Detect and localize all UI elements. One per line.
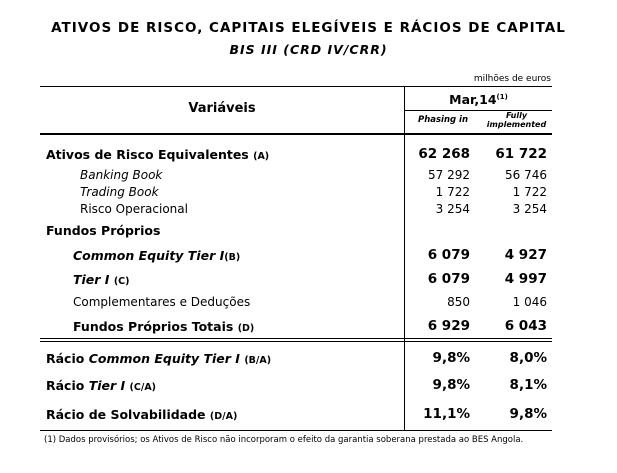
report-subtitle: BIS III (CRD IV/CRR) [229, 42, 388, 57]
rwa-label-text: Ativos de Risco Equivalentes [46, 147, 249, 162]
cet1-fully: 4 927 [504, 247, 547, 263]
banking-fully: 56 746 [505, 168, 547, 182]
ratio-tier1-phasing: 9,8% [432, 377, 470, 393]
unit-label: milhões de euros [473, 74, 551, 84]
ratio-tier1-prefix: Rácio [46, 378, 85, 393]
period-label: Mar,14 [449, 92, 497, 107]
tier1-label-text: Tier I [73, 272, 110, 287]
ratio-solv-fully: 9,8% [509, 406, 547, 422]
row-banking-label: Banking Book [80, 168, 163, 182]
header-divider [404, 86, 405, 134]
cet1-phasing: 6 079 [427, 247, 470, 263]
row-total-funds-label: Fundos Próprios Totais (D) [73, 319, 254, 334]
table-bottom-rule [40, 430, 552, 431]
col-fully-implemented: Fully implemented [481, 111, 552, 129]
table-top-rule [40, 86, 552, 87]
row-tier1-label: Tier I (C) [73, 272, 129, 287]
total-funds-fully: 6 043 [504, 318, 547, 334]
trading-fully: 1 722 [512, 185, 547, 199]
ratio-cet1-label-text: Common Equity Tier I [88, 351, 240, 366]
trading-phasing: 1 722 [435, 185, 470, 199]
ratio-solv-phasing: 11,1% [423, 406, 470, 422]
row-ratio-cet1-label: Rácio Common Equity Tier I (B/A) [46, 351, 271, 366]
col-fully-line1: Fully [505, 111, 528, 120]
cet1-label-text: Common Equity Tier I [73, 248, 225, 263]
tier1-fully: 4 997 [504, 271, 547, 287]
ratio-tier1-fully: 8,1% [509, 377, 547, 393]
row-trading-label: Trading Book [80, 185, 159, 199]
row-own-funds-header: Fundos Próprios [46, 223, 161, 238]
operational-fully: 3 254 [512, 202, 547, 216]
values-divider [404, 135, 405, 431]
ratios-separator-top [40, 338, 552, 339]
total-funds-phasing: 6 929 [427, 318, 470, 334]
complementary-phasing: 850 [447, 295, 470, 309]
complementary-fully: 1 046 [512, 295, 547, 309]
ratio-cet1-fully: 8,0% [509, 350, 547, 366]
ratio-solv-label-text: Rácio de Solvabilidade [46, 407, 206, 422]
row-ratio-solv-label: Rácio de Solvabilidade (D/A) [46, 407, 237, 422]
operational-phasing: 3 254 [435, 202, 470, 216]
period-note: (1) [496, 92, 508, 101]
report-title: ATIVOS DE RISCO, CAPITAIS ELEGÍVEIS E RÁ… [51, 20, 566, 36]
ratio-cet1-phasing: 9,8% [432, 350, 470, 366]
col-phasing-in: Phasing in [417, 115, 469, 125]
banking-phasing: 57 292 [428, 168, 470, 182]
total-funds-label-text: Fundos Próprios Totais [73, 319, 234, 334]
variables-header: Variáveis [188, 101, 256, 116]
header-sub-rule [405, 110, 552, 111]
row-operational-label: Risco Operacional [80, 202, 188, 216]
ratios-separator-bottom [40, 341, 552, 342]
ratio-cet1-tag: (B/A) [244, 355, 272, 366]
ratio-cet1-prefix: Rácio [46, 351, 85, 366]
rwa-tag: (A) [253, 151, 270, 162]
ratio-tier1-tag: (C/A) [129, 382, 157, 393]
period-header: Mar,14(1) [405, 92, 552, 107]
row-complementary-label: Complementares e Deduções [73, 295, 251, 309]
footnote: (1) Dados provisórios; os Ativos de Risc… [44, 435, 524, 445]
rwa-fully: 61 722 [495, 146, 547, 162]
header-bottom-rule [40, 133, 552, 135]
rwa-phasing: 62 268 [418, 146, 470, 162]
row-rwa-label: Ativos de Risco Equivalentes (A) [46, 147, 269, 162]
cet1-tag: (B) [224, 252, 241, 263]
total-funds-tag: (D) [237, 323, 255, 334]
row-ratio-tier1-label: Rácio Tier I (C/A) [46, 378, 156, 393]
tier1-tag: (C) [113, 276, 130, 287]
col-fully-line2: implemented [486, 120, 547, 129]
ratio-tier1-label-text: Tier I [88, 378, 126, 393]
tier1-phasing: 6 079 [427, 271, 470, 287]
ratio-solv-tag: (D/A) [209, 411, 238, 422]
row-cet1-label: Common Equity Tier I(B) [73, 248, 240, 263]
